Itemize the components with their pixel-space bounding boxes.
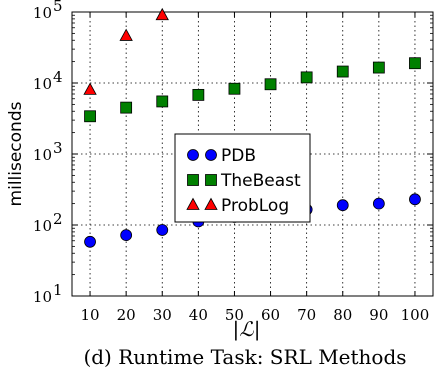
thebeast-point (264, 78, 277, 91)
thebeast-point (228, 82, 241, 95)
x-tick-label: 90 (369, 306, 388, 324)
x-tick-label: 50 (225, 306, 244, 324)
pdb-point (84, 235, 96, 248)
x-tick-label: 70 (297, 306, 316, 324)
x-tick-label: 30 (153, 306, 172, 324)
thebeast-point (156, 95, 169, 108)
legend-label-pdb: PDB (221, 146, 256, 166)
x-tick-label: 40 (189, 306, 208, 324)
y-tick-label: 10 (33, 217, 52, 235)
legend-label-problog: ProbLog (221, 196, 289, 216)
thebeast-point (192, 88, 205, 101)
y-tick-exponent: 1 (53, 281, 63, 299)
problog-point (83, 82, 97, 95)
legend-marker-thebeast (205, 174, 217, 186)
pdb-point (120, 229, 133, 242)
problog-point (119, 28, 133, 41)
y-tick-label: 10 (33, 288, 52, 306)
legend-label-thebeast: TheBeast (220, 171, 301, 191)
thebeast-point (372, 61, 385, 74)
thebeast-point (336, 65, 349, 78)
y-tick-exponent: 5 (53, 0, 63, 15)
figure-caption: (d) Runtime Task: SRL Methods (83, 345, 406, 369)
x-tick-label: 80 (333, 306, 352, 324)
thebeast-point (120, 101, 133, 114)
thebeast-point (409, 57, 421, 70)
legend-marker-problog (186, 197, 200, 210)
x-tick-label: 20 (117, 306, 136, 324)
legend-marker-thebeast (187, 174, 199, 186)
y-tick-label: 10 (33, 4, 52, 22)
y-tick-label: 10 (33, 146, 52, 164)
thebeast-point (84, 110, 96, 123)
pdb-point (336, 199, 349, 212)
legend-marker-pdb (187, 149, 199, 161)
legend-marker-pdb (205, 149, 217, 161)
x-axis-label: |ℒ| (233, 317, 261, 342)
x-tick-label: 60 (261, 306, 280, 324)
pdb-point (372, 197, 385, 210)
thebeast-point (300, 71, 313, 84)
pdb-point (156, 224, 169, 236)
y-tick-label: 10 (33, 75, 52, 93)
legend-marker-problog (204, 197, 218, 210)
problog-point (155, 7, 169, 21)
y-tick-exponent: 2 (53, 210, 63, 228)
y-tick-exponent: 3 (53, 139, 63, 157)
x-tick-label: 10 (81, 306, 100, 324)
y-tick-exponent: 4 (53, 68, 63, 86)
legend: PDB TheBeast ProbLog (174, 133, 311, 223)
pdb-point (409, 193, 421, 206)
y-axis-label: milliseconds (6, 101, 26, 206)
x-tick-label: 100 (401, 306, 430, 324)
